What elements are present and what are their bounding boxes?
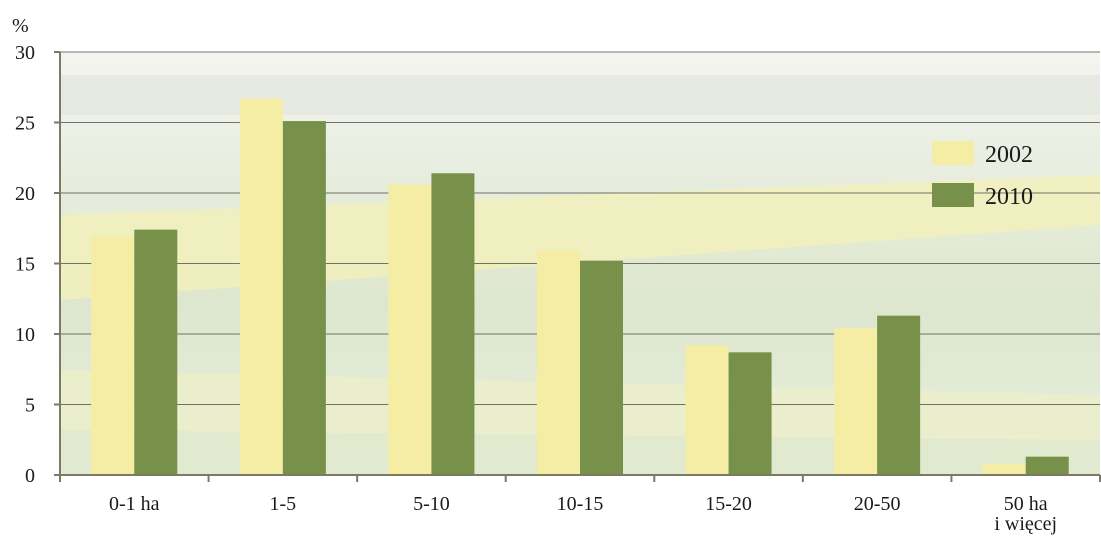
- bar-2010: [282, 121, 326, 475]
- legend-swatch-2010: [932, 183, 974, 207]
- x-tick-label: 5-10: [413, 493, 450, 515]
- legend-swatch-2002: [932, 141, 974, 165]
- y-tick-labels: 0 5 10 15 20 25 30: [15, 42, 35, 487]
- x-tick-label-line: 50 ha: [1004, 493, 1048, 515]
- x-tick-label: 0-1 ha: [109, 493, 160, 515]
- bar-2002: [982, 463, 1026, 475]
- x-tick-label: 20-50: [854, 493, 901, 515]
- y-tick-label: 25: [15, 113, 35, 135]
- y-tick-label: 30: [15, 42, 35, 64]
- bar-2002: [388, 184, 432, 476]
- y-tick-label: 20: [15, 183, 35, 205]
- bar-2010: [134, 229, 178, 475]
- axes: [54, 51, 1101, 482]
- y-tick-label: 10: [15, 324, 35, 346]
- bar-2002: [239, 98, 283, 475]
- bar-2002: [685, 345, 729, 475]
- legend: 2002 2010: [932, 141, 1033, 210]
- x-tick-label: 10-15: [557, 493, 604, 515]
- y-tick-label: 15: [15, 254, 35, 276]
- y-tick-label: 0: [25, 465, 35, 487]
- x-tick-label: 50 ha i więcej: [994, 493, 1057, 535]
- bar-2010: [431, 173, 475, 475]
- bar-2010: [580, 260, 623, 475]
- y-axis-label: %: [12, 15, 29, 37]
- bar-2010: [877, 315, 921, 475]
- legend-label-2010: 2010: [985, 184, 1033, 210]
- bars: [91, 98, 1069, 476]
- bar-2002: [537, 250, 580, 475]
- x-tick-labels: 0-1 ha 1-5 5-10 10-15 15-20 20-50 50 ha i więce…: [109, 493, 1057, 535]
- x-tick-label-line: i więcej: [994, 513, 1057, 535]
- bar-2002: [91, 236, 135, 475]
- legend-label-2002: 2002: [985, 142, 1033, 168]
- x-tick-label: 1-5: [270, 493, 297, 515]
- bar-2010: [1025, 456, 1069, 475]
- x-tick-label: 15-20: [705, 493, 752, 515]
- bar-2002: [834, 328, 878, 475]
- bar-2010: [728, 352, 772, 475]
- y-tick-label: 5: [25, 395, 35, 417]
